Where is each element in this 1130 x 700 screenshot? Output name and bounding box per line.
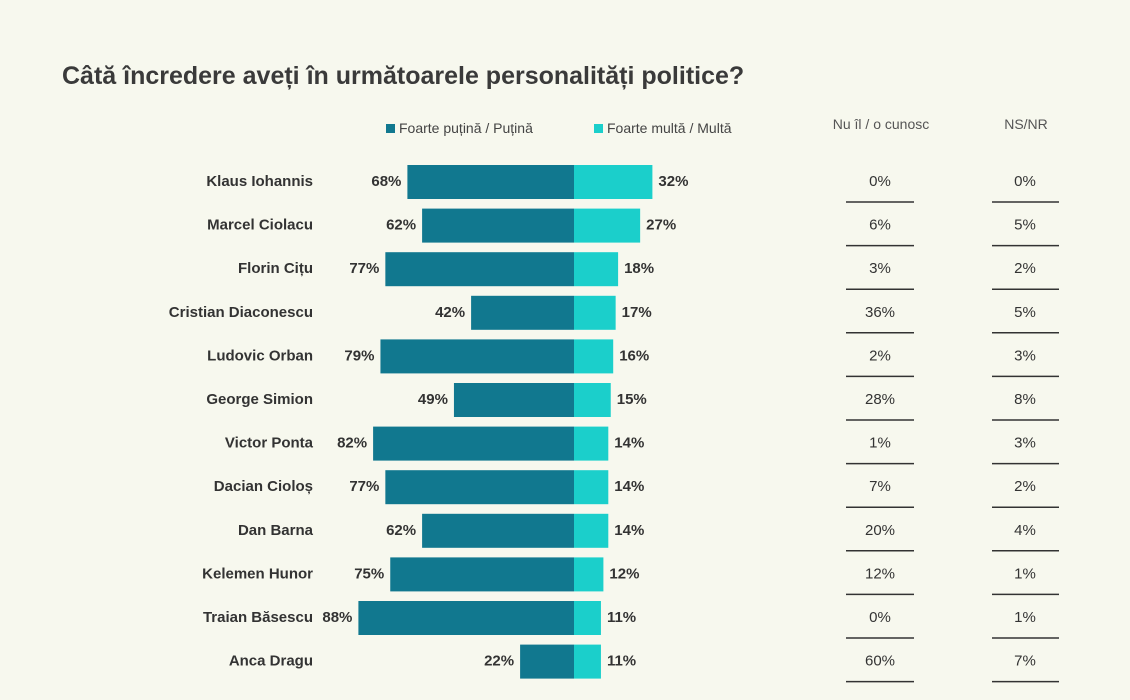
legend-swatch-low xyxy=(386,123,395,133)
value-nsnr: 1% xyxy=(1014,565,1036,582)
data-label-high: 11% xyxy=(607,609,636,626)
bar-low-trust xyxy=(373,426,574,461)
bar-low-trust xyxy=(453,383,574,417)
bar-low-trust xyxy=(380,339,574,374)
category-label: Dacian Cioloș xyxy=(214,478,313,495)
data-label-low: 62% xyxy=(386,217,416,234)
legend-swatch-high xyxy=(594,123,603,133)
data-label-high: 32% xyxy=(658,173,688,190)
value-nsnr: 1% xyxy=(1014,609,1036,626)
bar-low-trust xyxy=(471,295,574,330)
bar-high-trust xyxy=(574,601,601,635)
category-label: Traian Băsescu xyxy=(203,609,313,626)
category-label: Kelemen Hunor xyxy=(202,565,313,582)
legend-label-high: Foarte multă / Multă xyxy=(607,120,732,136)
data-label-low: 79% xyxy=(344,347,374,364)
value-nsnr: 5% xyxy=(1014,217,1036,234)
data-label-high: 27% xyxy=(646,217,676,234)
bar-high-trust xyxy=(574,426,609,461)
data-label-low: 75% xyxy=(354,565,384,582)
data-label-high: 18% xyxy=(624,260,654,277)
data-label-low: 82% xyxy=(337,435,367,452)
bar-high-trust xyxy=(574,513,609,548)
value-nsnr: 7% xyxy=(1014,653,1036,670)
data-label-high: 15% xyxy=(617,391,647,408)
value-nsnr: 3% xyxy=(1014,435,1036,452)
legend-label-low: Foarte puțină / Puțină xyxy=(399,120,533,136)
value-nsnr: 2% xyxy=(1014,478,1036,495)
legend-item-high-trust: Foarte multă / Multă xyxy=(594,118,732,138)
category-label: Florin Cițu xyxy=(238,260,313,277)
category-label: Ludovic Orban xyxy=(207,347,313,364)
bar-high-trust xyxy=(574,383,611,417)
data-label-low: 77% xyxy=(349,478,379,495)
value-nsnr: 3% xyxy=(1014,347,1036,364)
data-label-low: 42% xyxy=(435,304,465,321)
data-label-low: 62% xyxy=(386,522,416,539)
value-unknown: 3% xyxy=(869,260,891,277)
column-header-nsnr: NS/NR xyxy=(1004,116,1048,132)
category-label: Dan Barna xyxy=(238,522,314,539)
value-nsnr: 4% xyxy=(1014,522,1036,539)
data-label-high: 16% xyxy=(619,347,649,364)
category-label: George Simion xyxy=(206,391,313,408)
category-label: Anca Dragu xyxy=(229,653,313,670)
data-label-low: 68% xyxy=(371,173,401,190)
bar-low-trust xyxy=(422,208,574,243)
data-label-low: 77% xyxy=(349,260,379,277)
value-unknown: 0% xyxy=(869,609,891,626)
value-unknown: 20% xyxy=(865,522,895,539)
bar-low-trust xyxy=(385,252,574,287)
value-unknown: 0% xyxy=(869,173,891,190)
value-unknown: 2% xyxy=(869,347,891,364)
bar-low-trust xyxy=(358,601,574,635)
bar-high-trust xyxy=(574,470,609,505)
value-unknown: 28% xyxy=(865,391,895,408)
category-label: Klaus Iohannis xyxy=(206,173,313,190)
value-unknown: 6% xyxy=(869,217,891,234)
legend-item-low-trust: Foarte puțină / Puțină xyxy=(386,118,533,138)
bar-low-trust xyxy=(390,557,574,592)
bar-high-trust xyxy=(574,644,601,679)
value-unknown: 12% xyxy=(865,565,895,582)
data-label-low: 49% xyxy=(418,391,448,408)
data-label-high: 14% xyxy=(614,478,644,495)
value-unknown: 1% xyxy=(869,435,891,452)
bar-high-trust xyxy=(574,295,616,330)
bar-low-trust xyxy=(520,644,574,679)
bar-high-trust xyxy=(574,557,604,592)
data-label-low: 22% xyxy=(484,653,514,670)
category-label: Victor Ponta xyxy=(225,435,314,452)
value-unknown: 36% xyxy=(865,304,895,321)
bar-low-trust xyxy=(407,165,574,199)
bar-high-trust xyxy=(574,339,614,374)
bar-high-trust xyxy=(574,165,653,199)
data-label-high: 11% xyxy=(607,653,636,670)
value-nsnr: 8% xyxy=(1014,391,1036,408)
data-label-high: 14% xyxy=(614,522,644,539)
value-nsnr: 5% xyxy=(1014,304,1036,321)
value-nsnr: 0% xyxy=(1014,173,1036,190)
column-header-unknown: Nu îl / o cunosc xyxy=(832,116,930,132)
value-nsnr: 2% xyxy=(1014,260,1036,277)
data-label-high: 12% xyxy=(609,565,639,582)
value-unknown: 7% xyxy=(869,478,891,495)
category-label: Marcel Ciolacu xyxy=(207,217,313,234)
value-unknown: 60% xyxy=(865,653,895,670)
bar-low-trust xyxy=(385,470,574,505)
data-label-low: 88% xyxy=(322,609,352,626)
bar-high-trust xyxy=(574,208,641,243)
bar-high-trust xyxy=(574,252,619,287)
chart-title: Câtă încredere aveți în următoarele pers… xyxy=(62,62,745,90)
category-label: Cristian Diaconescu xyxy=(169,304,313,321)
data-label-high: 17% xyxy=(622,304,652,321)
bar-low-trust xyxy=(422,513,574,548)
data-label-high: 14% xyxy=(614,435,644,452)
